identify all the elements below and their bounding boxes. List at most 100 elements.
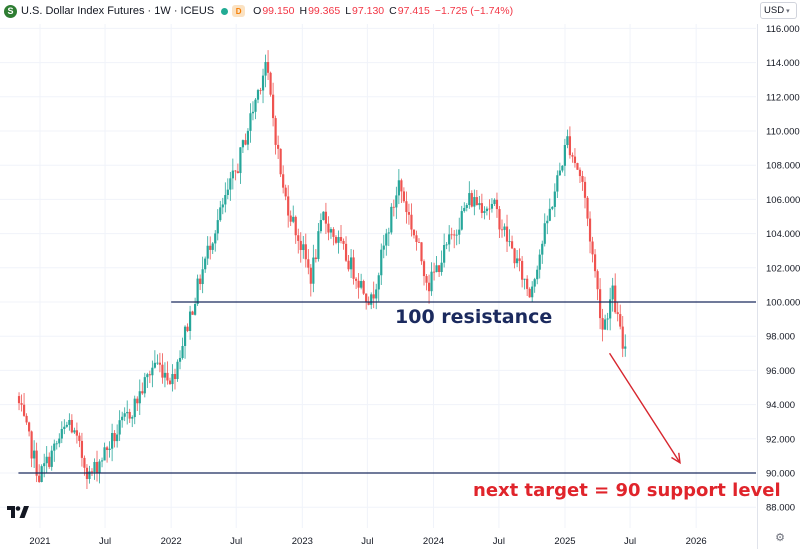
candle bbox=[422, 259, 426, 286]
candle bbox=[128, 408, 131, 423]
candle bbox=[453, 229, 456, 249]
candle bbox=[312, 244, 315, 293]
candle bbox=[219, 200, 222, 222]
currency-selector[interactable]: USD ▾ bbox=[760, 2, 797, 19]
candle bbox=[588, 211, 592, 254]
candle bbox=[604, 314, 607, 330]
candle bbox=[508, 229, 511, 247]
candle bbox=[334, 235, 338, 245]
candle bbox=[510, 235, 514, 250]
candle bbox=[256, 88, 260, 104]
candle bbox=[327, 216, 330, 241]
candle bbox=[500, 219, 504, 238]
candle bbox=[156, 354, 159, 365]
candle bbox=[302, 235, 305, 259]
gear-icon[interactable]: ⚙ bbox=[775, 532, 785, 544]
candle bbox=[309, 264, 312, 297]
currency-label: USD bbox=[764, 5, 785, 16]
candle bbox=[417, 238, 421, 243]
candle bbox=[385, 228, 388, 256]
x-tick-label: Jul bbox=[493, 536, 505, 547]
candle bbox=[266, 50, 270, 80]
candle bbox=[181, 337, 184, 360]
candle bbox=[402, 187, 405, 203]
candle bbox=[65, 421, 68, 428]
candle bbox=[294, 215, 297, 244]
candle bbox=[412, 229, 416, 239]
candle bbox=[299, 232, 302, 263]
candle bbox=[344, 236, 348, 262]
candle bbox=[324, 202, 328, 235]
candle bbox=[556, 170, 559, 198]
candle bbox=[475, 190, 478, 206]
close-value: 97.415 bbox=[397, 5, 430, 17]
candle bbox=[277, 135, 280, 159]
y-tick-label: 112.000 bbox=[766, 92, 800, 103]
open-label: O bbox=[253, 5, 262, 17]
candle bbox=[528, 287, 531, 298]
tradingview-logo[interactable] bbox=[7, 505, 29, 523]
candle bbox=[415, 230, 418, 251]
candle bbox=[521, 256, 524, 288]
candle bbox=[468, 181, 471, 209]
candle bbox=[264, 54, 267, 88]
x-tick-label: 2024 bbox=[423, 536, 444, 547]
candle bbox=[553, 183, 556, 218]
candle bbox=[392, 199, 395, 217]
candle bbox=[483, 206, 486, 220]
candle bbox=[450, 227, 453, 240]
candle bbox=[163, 362, 167, 388]
candle bbox=[93, 458, 96, 480]
candle bbox=[60, 421, 63, 444]
candle bbox=[523, 278, 526, 290]
candle bbox=[33, 440, 36, 468]
candle bbox=[443, 233, 446, 268]
candle bbox=[533, 277, 536, 293]
candle bbox=[405, 191, 408, 224]
candle bbox=[478, 195, 481, 210]
candle bbox=[319, 213, 322, 234]
candle bbox=[304, 233, 307, 268]
candle bbox=[367, 296, 370, 306]
candle bbox=[329, 227, 333, 239]
candle bbox=[111, 423, 114, 462]
candle bbox=[357, 273, 360, 299]
candle bbox=[284, 184, 287, 201]
candle bbox=[395, 186, 398, 219]
y-tick-label: 106.000 bbox=[766, 195, 800, 206]
candle bbox=[536, 265, 539, 285]
candle bbox=[244, 133, 247, 146]
candle bbox=[158, 352, 162, 373]
candle bbox=[490, 198, 494, 213]
candle bbox=[196, 274, 199, 306]
target-arrow[interactable] bbox=[608, 352, 681, 465]
candle bbox=[143, 372, 146, 398]
delay-badge[interactable]: D bbox=[232, 5, 246, 17]
candle bbox=[221, 197, 224, 215]
candle bbox=[186, 323, 189, 333]
candle bbox=[254, 98, 257, 120]
candle bbox=[488, 199, 491, 220]
candle bbox=[355, 277, 358, 290]
x-tick-label: Jul bbox=[624, 536, 636, 547]
candle bbox=[624, 334, 627, 357]
candle bbox=[151, 360, 154, 388]
candle bbox=[397, 169, 400, 205]
y-tick-label: 94.000 bbox=[766, 400, 795, 411]
candle bbox=[138, 379, 141, 415]
candle bbox=[596, 269, 599, 301]
symbol-icon[interactable]: S bbox=[4, 4, 17, 18]
candle bbox=[541, 240, 544, 264]
candle bbox=[410, 203, 413, 237]
open-value: 99.150 bbox=[262, 5, 295, 17]
candle bbox=[45, 446, 48, 473]
candle bbox=[226, 178, 229, 200]
candle bbox=[231, 158, 234, 190]
candle bbox=[35, 442, 38, 483]
symbol-title[interactable]: U.S. Dollar Index Futures · 1W · ICEUS bbox=[21, 5, 215, 17]
candle bbox=[463, 202, 466, 213]
candle bbox=[576, 162, 579, 170]
candle bbox=[470, 190, 473, 208]
